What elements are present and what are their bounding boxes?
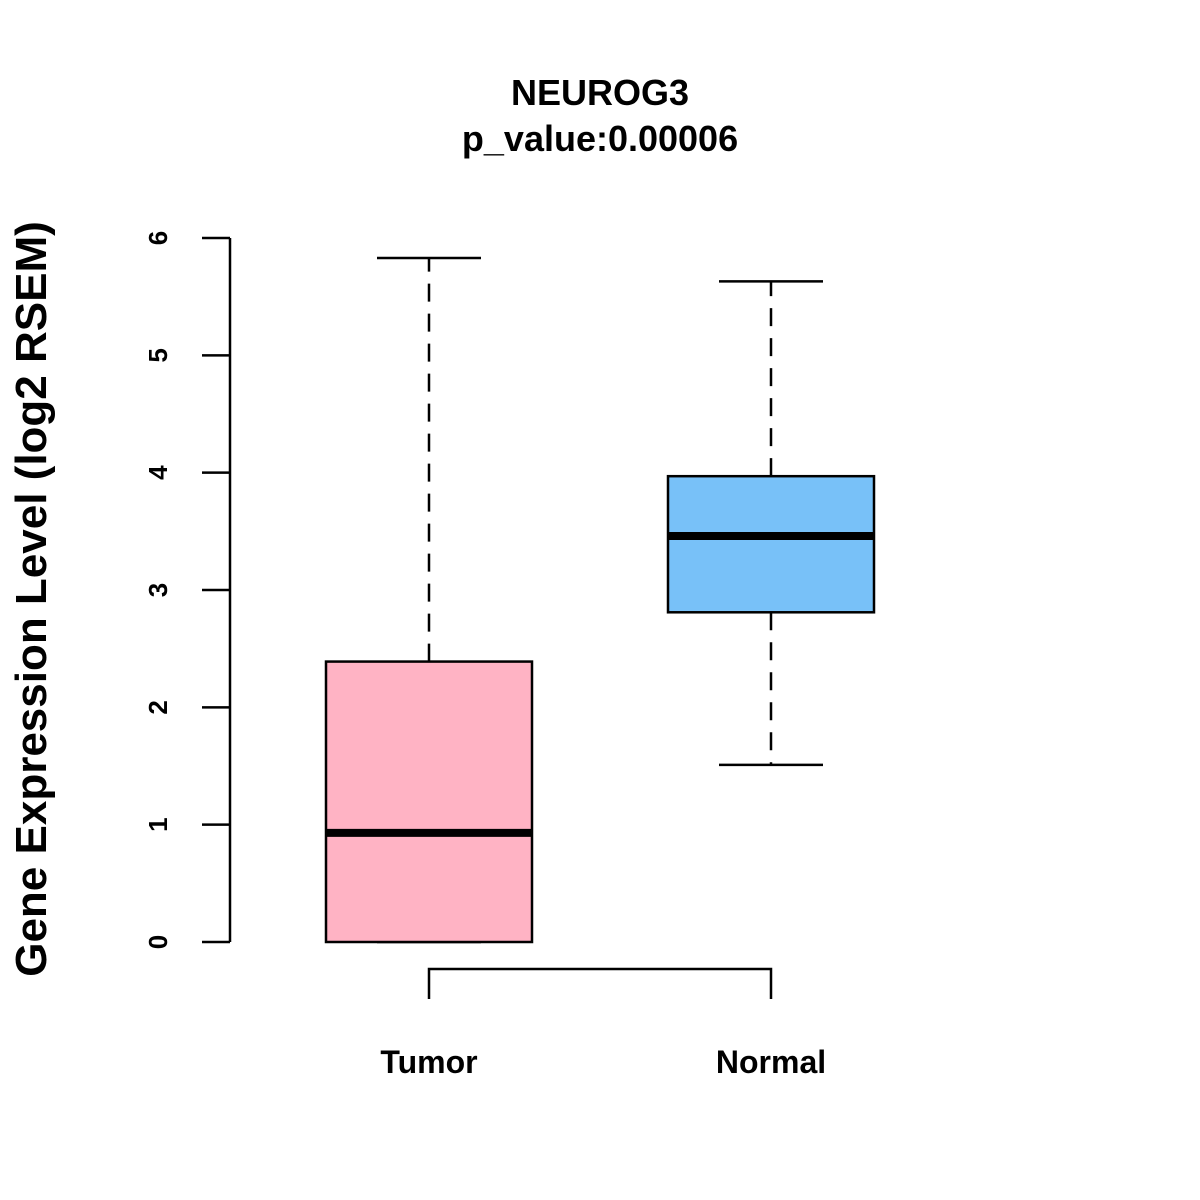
comparison-bracket: [427, 967, 773, 999]
x-axis-labels: Tumor Normal: [380, 1044, 826, 1080]
iqr-box: [666, 474, 876, 614]
y-tick-label-4: 4: [143, 465, 173, 480]
boxes-group: [324, 256, 876, 944]
chart-subtitle: p_value:0.00006: [462, 118, 738, 159]
y-tick-label-5: 5: [143, 348, 173, 362]
y-axis: 0 1 2 3 4 5 6: [143, 231, 232, 949]
box-normal: [666, 280, 876, 767]
y-tick-label-2: 2: [143, 700, 173, 714]
y-tick-label-3: 3: [143, 583, 173, 597]
y-tick-label-0: 0: [143, 935, 173, 949]
x-category-label-tumor: Tumor: [380, 1044, 477, 1080]
bracket-path: [427, 967, 773, 999]
chart-title: NEUROG3: [511, 72, 689, 113]
y-tick-label-6: 6: [143, 231, 173, 245]
y-tick-label-1: 1: [143, 817, 173, 831]
x-category-label-normal: Normal: [716, 1044, 826, 1080]
iqr-box: [324, 660, 534, 944]
y-axis-label: Gene Expression Level (log2 RSEM): [7, 221, 56, 977]
box-tumor: [324, 256, 534, 944]
